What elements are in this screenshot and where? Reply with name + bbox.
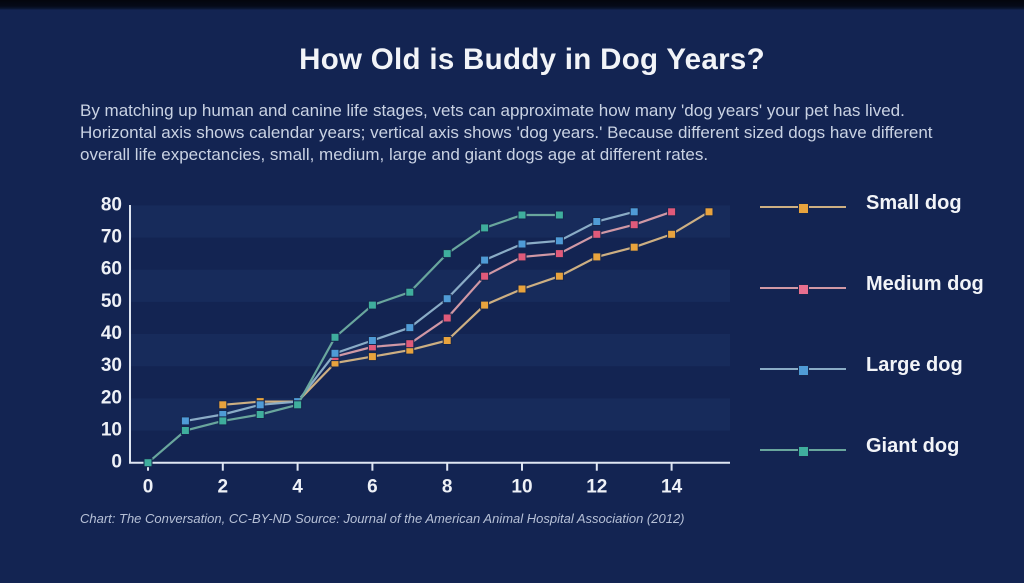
svg-text:60: 60 [101, 259, 122, 280]
svg-text:10: 10 [101, 420, 122, 441]
svg-text:12: 12 [586, 477, 607, 498]
svg-text:10: 10 [511, 477, 532, 498]
svg-text:0: 0 [143, 477, 154, 498]
svg-text:40: 40 [101, 323, 122, 344]
svg-text:30: 30 [101, 355, 122, 376]
svg-text:6: 6 [367, 477, 378, 498]
svg-text:70: 70 [101, 227, 122, 248]
svg-text:20: 20 [101, 387, 122, 408]
svg-text:2: 2 [218, 477, 229, 498]
svg-text:50: 50 [101, 291, 122, 312]
svg-text:14: 14 [661, 477, 683, 498]
svg-text:80: 80 [101, 195, 122, 215]
svg-text:4: 4 [292, 477, 303, 498]
svg-text:0: 0 [111, 452, 122, 473]
svg-text:8: 8 [442, 477, 453, 498]
